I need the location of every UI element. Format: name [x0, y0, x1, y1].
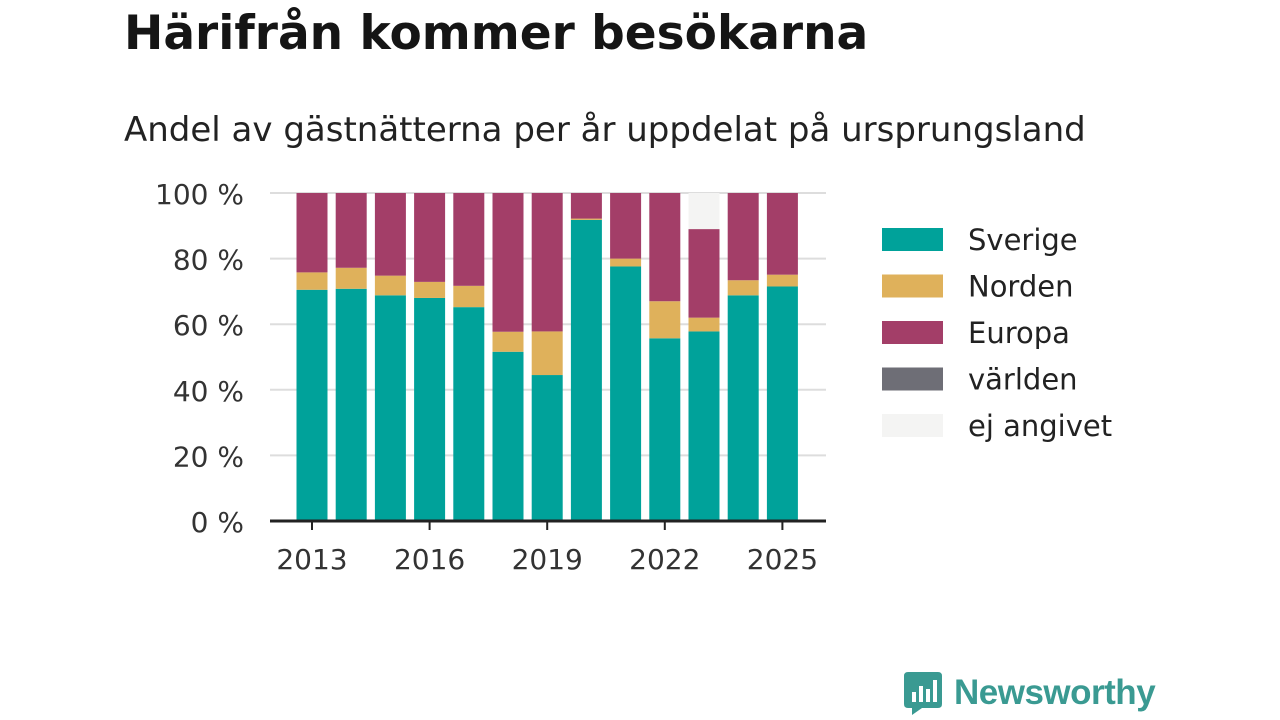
bar-2023-norden [688, 317, 720, 332]
legend: Sverige Norden Europa världen ej angivet [882, 223, 1112, 443]
y-tick-label-60: 60 % [173, 309, 244, 342]
bar-2018-norden [492, 331, 524, 352]
bar-2019-europa [531, 193, 563, 332]
bar-2025-sverige [766, 286, 798, 521]
bar-2014-sverige [335, 288, 367, 521]
stacked-bar-chart: 0 % 20 % 40 % 60 % 80 % 100 % 2013 2016 2019 2022… [155, 178, 1112, 576]
y-tick-label-20: 20 % [173, 440, 244, 473]
bar-2013-norden [296, 272, 328, 290]
bar-2013-sverige [296, 289, 328, 521]
bar-2017-sverige [453, 307, 485, 521]
y-tick-label-40: 40 % [173, 375, 244, 408]
bar-2016-europa [414, 193, 446, 282]
legend-swatch-sverige [882, 228, 943, 251]
bar-2015-europa [374, 193, 406, 276]
newsworthy-logo: Newsworthy [902, 670, 1156, 716]
bar-2025-norden [766, 274, 798, 287]
legend-swatch-norden [882, 274, 943, 298]
bar-2020-europa [570, 193, 602, 219]
bar-2014-norden [335, 267, 367, 289]
bar-2021-sverige [610, 266, 642, 521]
brand-name: Newsworthy [954, 673, 1156, 712]
bar-2023-europa [688, 229, 720, 318]
bar-2022-norden [649, 301, 681, 339]
newsworthy-chart-icon [904, 672, 942, 715]
y-tick-label-100: 100 % [155, 178, 244, 211]
legend-label-norden: Norden [968, 270, 1073, 304]
bar-2013-europa [296, 193, 328, 273]
bar-2017-europa [453, 193, 485, 286]
x-tick-label-2022: 2022 [629, 543, 700, 576]
bar-2020-norden [570, 218, 602, 220]
bar-2018-sverige [492, 351, 524, 521]
bar-2017-norden [453, 285, 485, 308]
y-tick-label-0: 0 % [191, 506, 244, 539]
legend-swatch-europa [882, 321, 943, 344]
bar-2023-ej-angivet [688, 193, 720, 230]
bar-2024-sverige [727, 295, 759, 521]
legend-label-europa: Europa [968, 316, 1070, 350]
bar-2014-europa [335, 193, 367, 268]
bar-2019-norden [531, 331, 563, 376]
bar-2018-europa [492, 193, 524, 332]
legend-swatch-ej-angivet [882, 414, 943, 437]
bar-2022-sverige [649, 338, 681, 521]
bar-2023-sverige [688, 331, 720, 521]
chart-title: Härifrån kommer besökarna [124, 6, 869, 61]
bar-2019-sverige [531, 375, 563, 521]
chart-subtitle: Andel av gästnätterna per år uppdelat på… [124, 110, 1086, 150]
bar-2021-europa [610, 193, 642, 259]
legend-swatch-varlden [882, 367, 943, 391]
bar-2024-europa [727, 193, 759, 281]
bar-2016-norden [414, 281, 446, 298]
bar-2021-norden [610, 258, 642, 267]
y-tick-label-80: 80 % [173, 244, 244, 277]
x-tick-label-2016: 2016 [394, 543, 465, 576]
bars [296, 193, 798, 521]
bar-2016-sverige [414, 297, 446, 521]
bar-2025-europa [766, 193, 798, 275]
axes: 0 % 20 % 40 % 60 % 80 % 100 % 2013 2016 2019 2022… [155, 178, 826, 576]
legend-label-varlden: världen [968, 363, 1078, 397]
bar-2020-sverige [570, 219, 602, 521]
legend-label-sverige: Sverige [968, 223, 1078, 257]
bar-2022-europa [649, 193, 681, 302]
legend-label-ej-angivet: ej angivet [968, 409, 1112, 443]
bar-2015-sverige [374, 295, 406, 521]
x-tick-label-2025: 2025 [747, 543, 818, 576]
x-tick-label-2013: 2013 [276, 543, 347, 576]
bar-2024-norden [727, 280, 759, 296]
bar-2015-norden [374, 275, 406, 296]
x-tick-label-2019: 2019 [512, 543, 583, 576]
